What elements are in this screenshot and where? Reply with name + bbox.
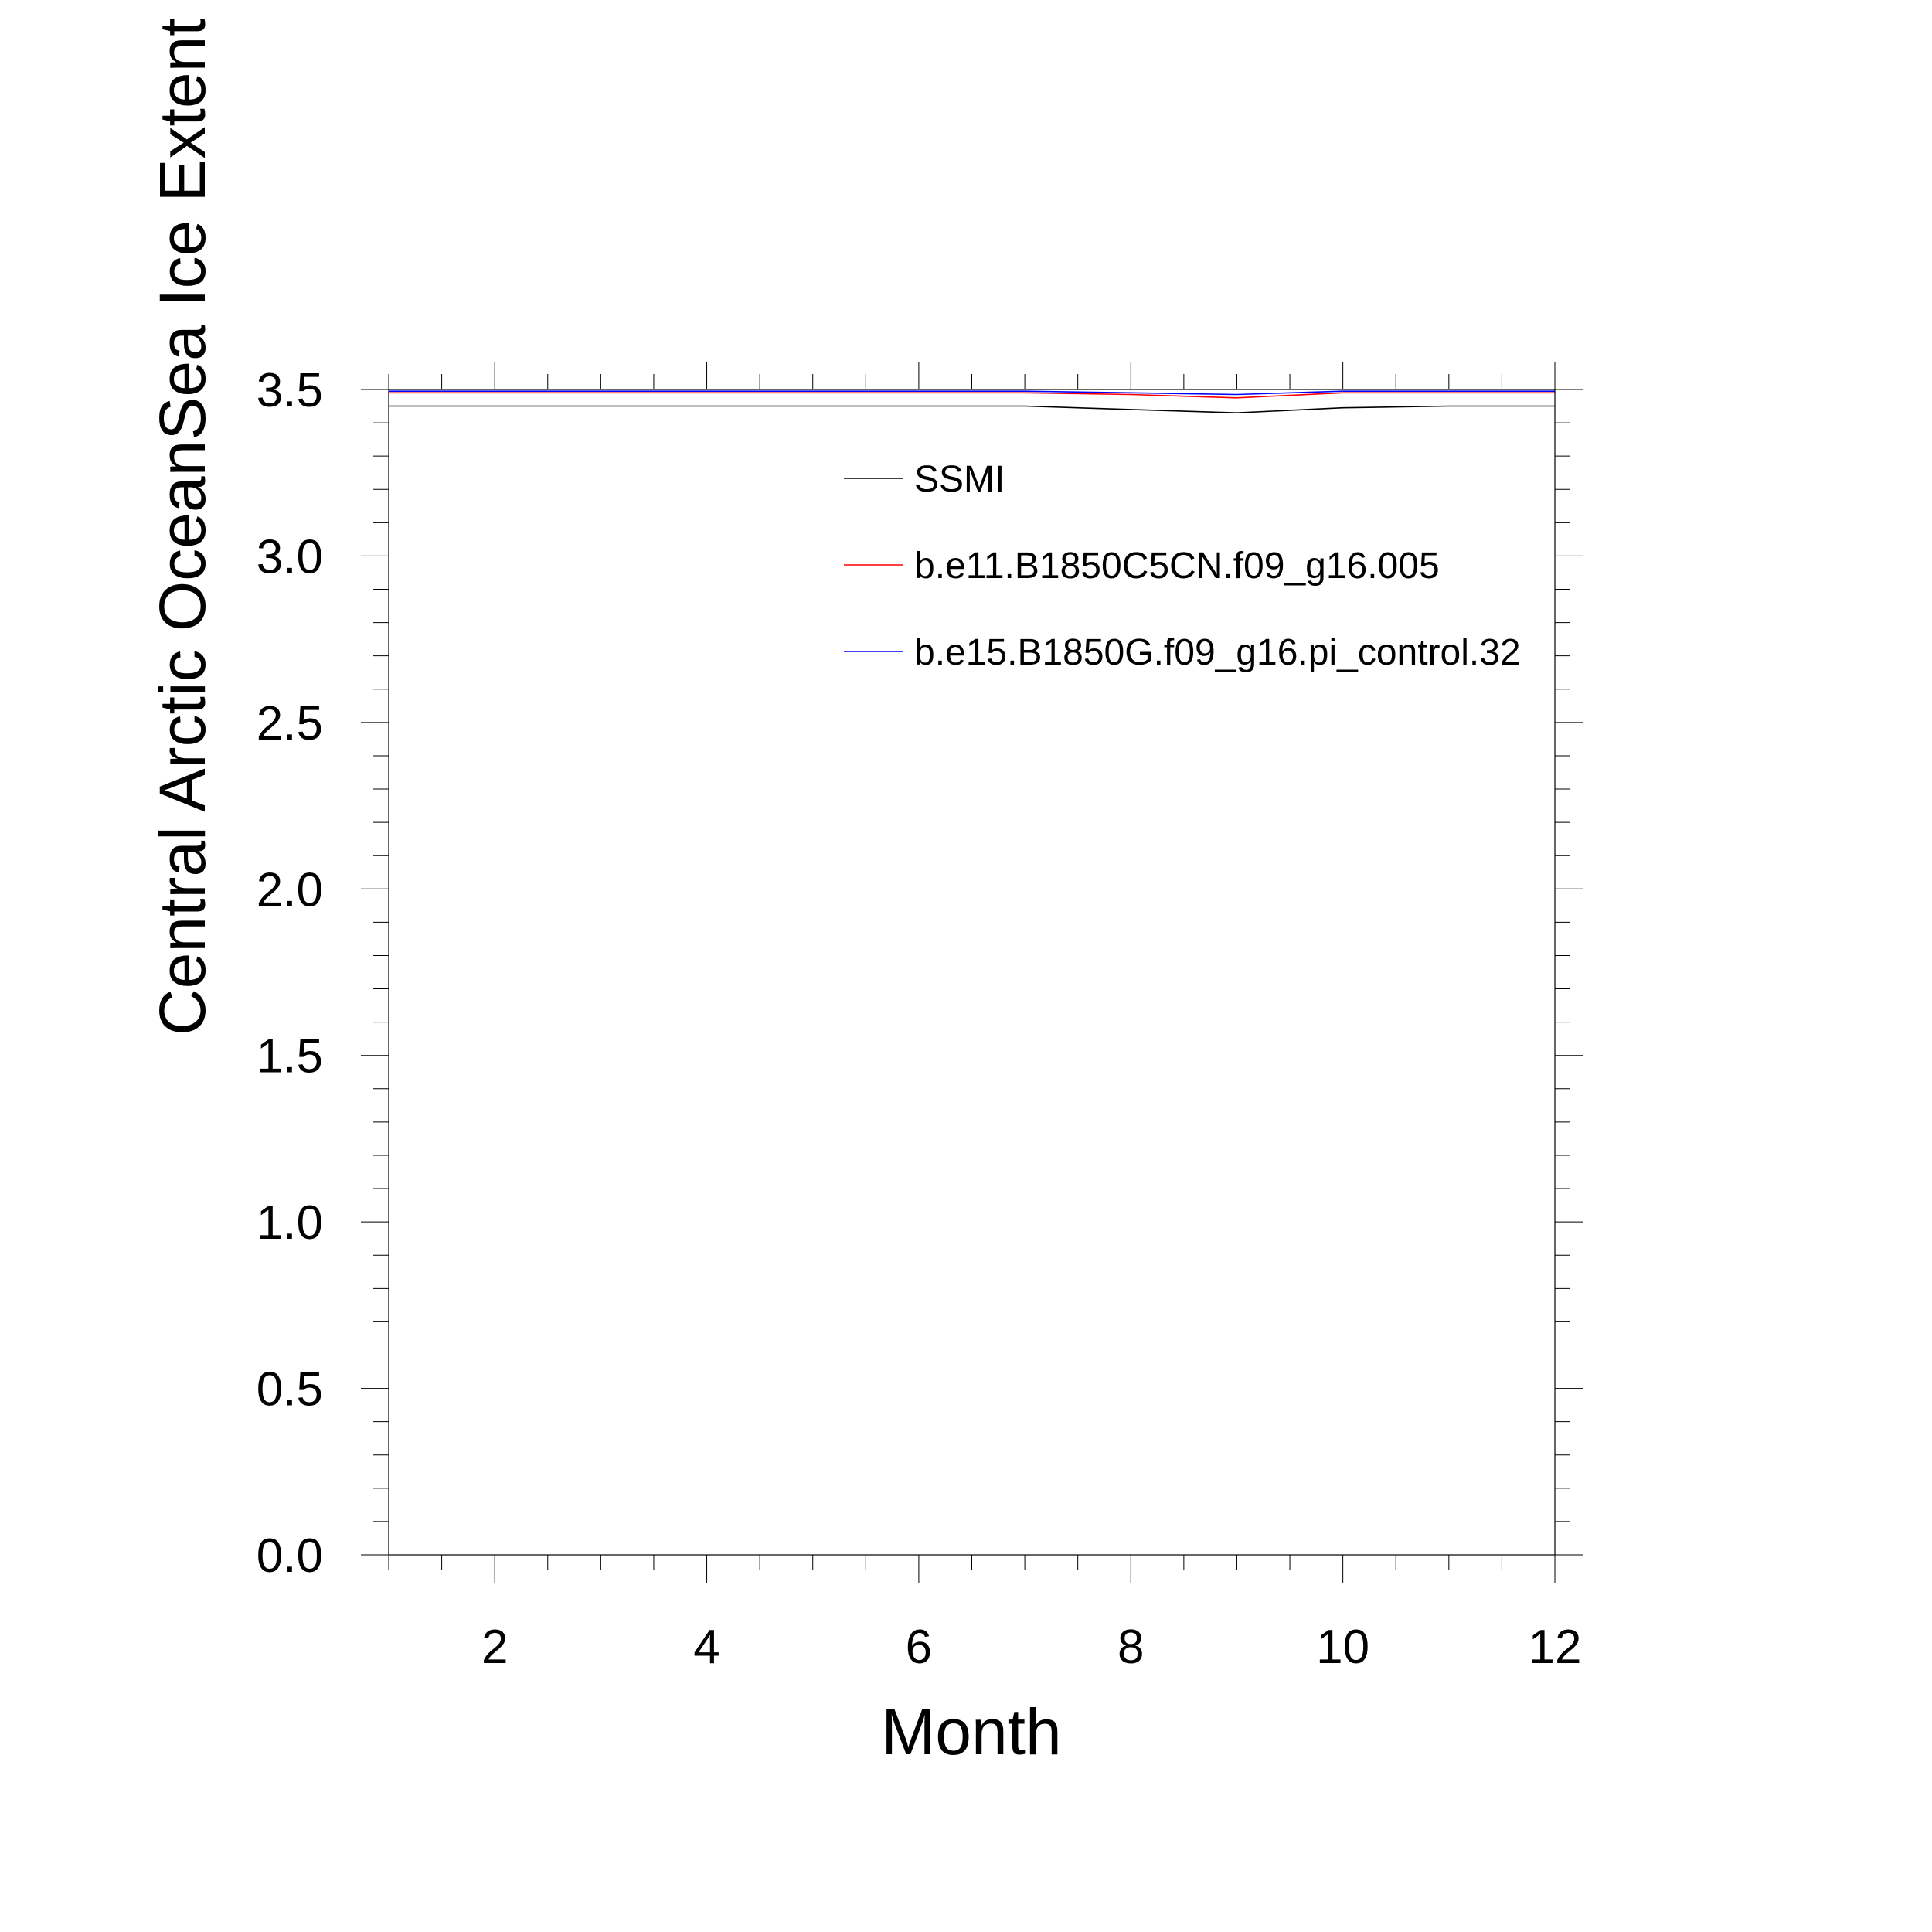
y-tick-label: 3.0	[257, 530, 323, 583]
y-tick-label: 1.0	[257, 1196, 323, 1250]
x-tick-label: 2	[481, 1621, 508, 1674]
plot-frame	[388, 389, 1556, 1556]
x-tick-label: 8	[1117, 1621, 1144, 1674]
legend: SSMI b.e11.B1850C5CN.f09_g16.005 b.e15.B18…	[844, 459, 1521, 673]
legend-label: b.e15.B1850G.f09_g16.pi_control.32	[914, 632, 1521, 673]
legend-label: b.e11.B1850C5CN.f09_g16.005	[914, 546, 1440, 587]
x-axis-tick-labels: 2 4 6 8 10 12	[481, 1621, 1582, 1674]
x-tick-label: 6	[906, 1621, 932, 1674]
y-axis-ticks	[361, 389, 1583, 1556]
x-tick-label: 10	[1316, 1621, 1369, 1674]
series-line	[389, 405, 1555, 414]
y-tick-label: 2.0	[257, 863, 323, 917]
x-tick-label: 4	[693, 1621, 719, 1674]
legend-label: SSMI	[914, 459, 1005, 500]
series-lines	[389, 390, 1555, 414]
series-line	[389, 392, 1555, 399]
y-tick-label: 0.5	[257, 1363, 323, 1417]
series-line	[389, 390, 1555, 396]
y-tick-label: 3.5	[257, 364, 323, 417]
x-tick-label: 12	[1529, 1621, 1582, 1674]
x-axis-ticks	[388, 362, 1556, 1583]
y-tick-label: 0.0	[257, 1529, 323, 1583]
y-axis-label: Central Arctic OceanSea Ice Extent 1012m…	[144, 0, 219, 1036]
y-axis-tick-labels: 0.0 0.5 1.0 1.5 2.0 2.5 3.0 3.5	[257, 364, 323, 1583]
y-tick-label: 1.5	[257, 1030, 323, 1083]
y-tick-label: 2.5	[257, 697, 323, 750]
x-axis-label: Month	[881, 1696, 1061, 1768]
